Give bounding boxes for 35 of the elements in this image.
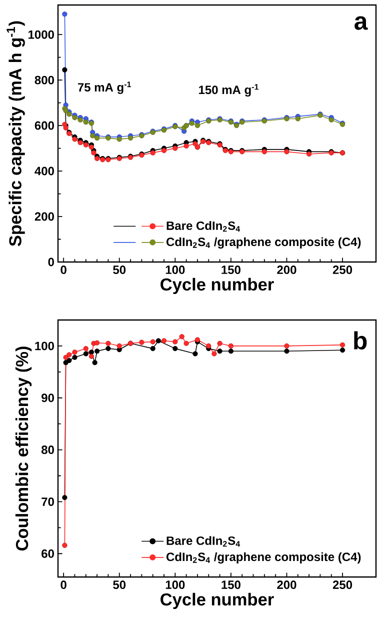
annotation: 75 mA g$^{-1}$: [78, 82, 131, 94]
legend-label: CdIn$_{2}$S$_{4}$ /graphene composite (C4): [166, 237, 361, 249]
y-tick-label: 60: [42, 549, 54, 558]
x-axis-title: Cycle number: [160, 278, 274, 294]
y-tick-label: 200: [34, 212, 54, 221]
y-tick-label: 100: [35, 342, 54, 350]
x-tick-label: 200: [277, 266, 296, 274]
y-tick-label: 70: [42, 497, 54, 506]
x-tick-label: 150: [222, 580, 240, 590]
x-tick-label: 150: [222, 266, 240, 274]
y-tick-label: 80: [41, 446, 54, 454]
y-axis-title: Specific capacity (mA h g$^{-1}$): [6, 21, 25, 246]
y-tick-label: 600: [34, 121, 54, 130]
annotation: 150 mA g$^{-1}$: [199, 84, 258, 97]
x-axis-title: Cycle number: [160, 592, 274, 609]
x-tick-label: 0: [60, 266, 66, 274]
x-tick-label: 100: [166, 580, 185, 590]
y-tick-label: 0: [48, 258, 54, 266]
x-tick-label: 250: [332, 580, 352, 590]
legend-label: Bare CdIn$_{2}$S$_{4}$: [166, 221, 240, 232]
annotation: a: [354, 16, 368, 30]
legend-label: CdIn$_{2}$S$_{4}$ /graphene composite (C4): [166, 552, 361, 564]
x-tick-label: 50: [113, 580, 126, 590]
legend-label: Bare CdIn$_{2}$S$_{4}$: [166, 536, 240, 547]
x-tick-label: 250: [332, 266, 352, 274]
y-tick-label: 800: [34, 76, 54, 84]
annotation: b: [354, 331, 367, 350]
x-tick-label: 200: [277, 580, 296, 590]
y-tick-label: 400: [34, 166, 54, 176]
x-tick-label: 100: [166, 266, 185, 274]
y-tick-label: 90: [42, 394, 54, 402]
y-axis-title: Coulombic efficiency (%): [15, 346, 32, 551]
x-tick-label: 50: [113, 266, 126, 274]
y-tick-label: 1000: [28, 30, 54, 39]
x-tick-label: 0: [60, 580, 66, 590]
